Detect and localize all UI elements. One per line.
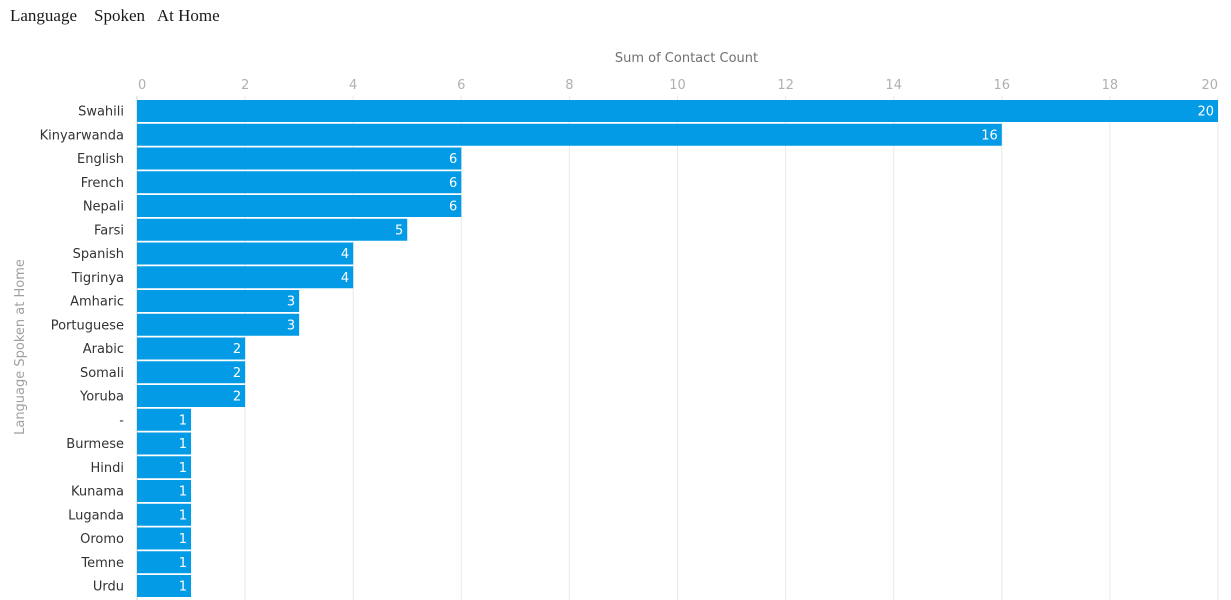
- bar: [137, 218, 408, 241]
- x-tick-label: 16: [994, 78, 1011, 93]
- x-tick-label: 8: [565, 78, 573, 93]
- bar: [137, 503, 192, 526]
- data-label: 6: [449, 176, 457, 191]
- category-label: Somali: [80, 366, 124, 381]
- data-label: 1: [179, 580, 187, 595]
- bar: [137, 290, 300, 312]
- page-title: Language Spoken At Home: [10, 6, 220, 25]
- bar: [137, 575, 192, 597]
- category-label: Luganda: [68, 508, 124, 523]
- y-axis-title: Language Spoken at Home: [13, 259, 28, 435]
- bar: [137, 195, 462, 217]
- data-label: 1: [179, 485, 187, 500]
- data-label: 4: [341, 247, 349, 262]
- bar: [137, 432, 192, 455]
- data-label: 3: [287, 318, 295, 333]
- data-label: 6: [449, 152, 457, 167]
- data-label: 16: [981, 128, 998, 143]
- category-label: Amharic: [70, 295, 124, 310]
- category-label: Urdu: [93, 580, 124, 595]
- bar: [137, 171, 462, 194]
- category-label: Kinyarwanda: [40, 128, 124, 143]
- category-label: Kunama: [71, 485, 124, 500]
- category-label: Temne: [80, 556, 124, 571]
- bar: [137, 266, 354, 289]
- data-label: 6: [449, 200, 457, 215]
- category-label: English: [77, 152, 124, 167]
- data-label: 20: [1197, 105, 1214, 120]
- bar: [137, 242, 354, 265]
- category-label: -: [119, 413, 124, 428]
- bar: [137, 480, 192, 502]
- bar: [137, 123, 1002, 146]
- data-label: 1: [179, 413, 187, 428]
- data-label: 3: [287, 295, 295, 310]
- bar: [137, 527, 192, 550]
- category-label: Oromo: [80, 532, 124, 547]
- category-label: Yoruba: [79, 390, 124, 405]
- bar: [137, 337, 246, 360]
- data-label: 1: [179, 556, 187, 571]
- x-tick-label: 10: [669, 78, 686, 93]
- data-label: 2: [233, 390, 241, 405]
- data-label: 2: [233, 342, 241, 357]
- x-axis-tick-labels: 0 2 4 6 8 10 12 14 16 18 20: [138, 78, 1218, 93]
- bars: [137, 100, 1218, 597]
- data-label: 4: [341, 271, 349, 286]
- category-label: Hindi: [91, 461, 125, 476]
- bar: [137, 385, 246, 407]
- bar: [137, 408, 192, 431]
- x-tick-label: 20: [1201, 78, 1218, 93]
- category-label: Farsi: [94, 223, 124, 238]
- x-tick-label: 0: [138, 78, 146, 93]
- data-labels: 20 16 6 6 6 5 4 4 3 3 2 2 2 1 1 1 1 1 1 1 1: [179, 105, 1214, 595]
- x-tick-label: 4: [349, 78, 357, 93]
- x-tick-label: 2: [241, 78, 249, 93]
- category-label: Arabic: [83, 342, 124, 357]
- bar: [137, 100, 1218, 122]
- bar: [137, 147, 462, 170]
- category-label: Portuguese: [51, 318, 124, 333]
- bar: [137, 456, 192, 479]
- data-label: 2: [233, 366, 241, 381]
- bar: [137, 361, 246, 384]
- category-label: Burmese: [66, 437, 124, 452]
- category-label: Nepali: [83, 200, 124, 215]
- x-axis-title: Sum of Contact Count: [615, 51, 758, 66]
- category-label: French: [81, 176, 124, 191]
- data-label: 1: [179, 532, 187, 547]
- data-label: 1: [179, 437, 187, 452]
- bar: [137, 551, 192, 574]
- category-label: Swahili: [78, 105, 124, 120]
- x-tick-label: 18: [1102, 78, 1119, 93]
- category-label: Tigrinya: [71, 271, 124, 286]
- bar: [137, 313, 300, 336]
- category-label: Spanish: [73, 247, 124, 262]
- data-label: 1: [179, 461, 187, 476]
- data-label: 1: [179, 508, 187, 523]
- x-tick-label: 6: [457, 78, 465, 93]
- data-label: 5: [395, 223, 403, 238]
- x-tick-label: 14: [885, 78, 902, 93]
- x-tick-label: 12: [777, 78, 794, 93]
- category-labels: Swahili Kinyarwanda English French Nepali Far…: [40, 105, 125, 595]
